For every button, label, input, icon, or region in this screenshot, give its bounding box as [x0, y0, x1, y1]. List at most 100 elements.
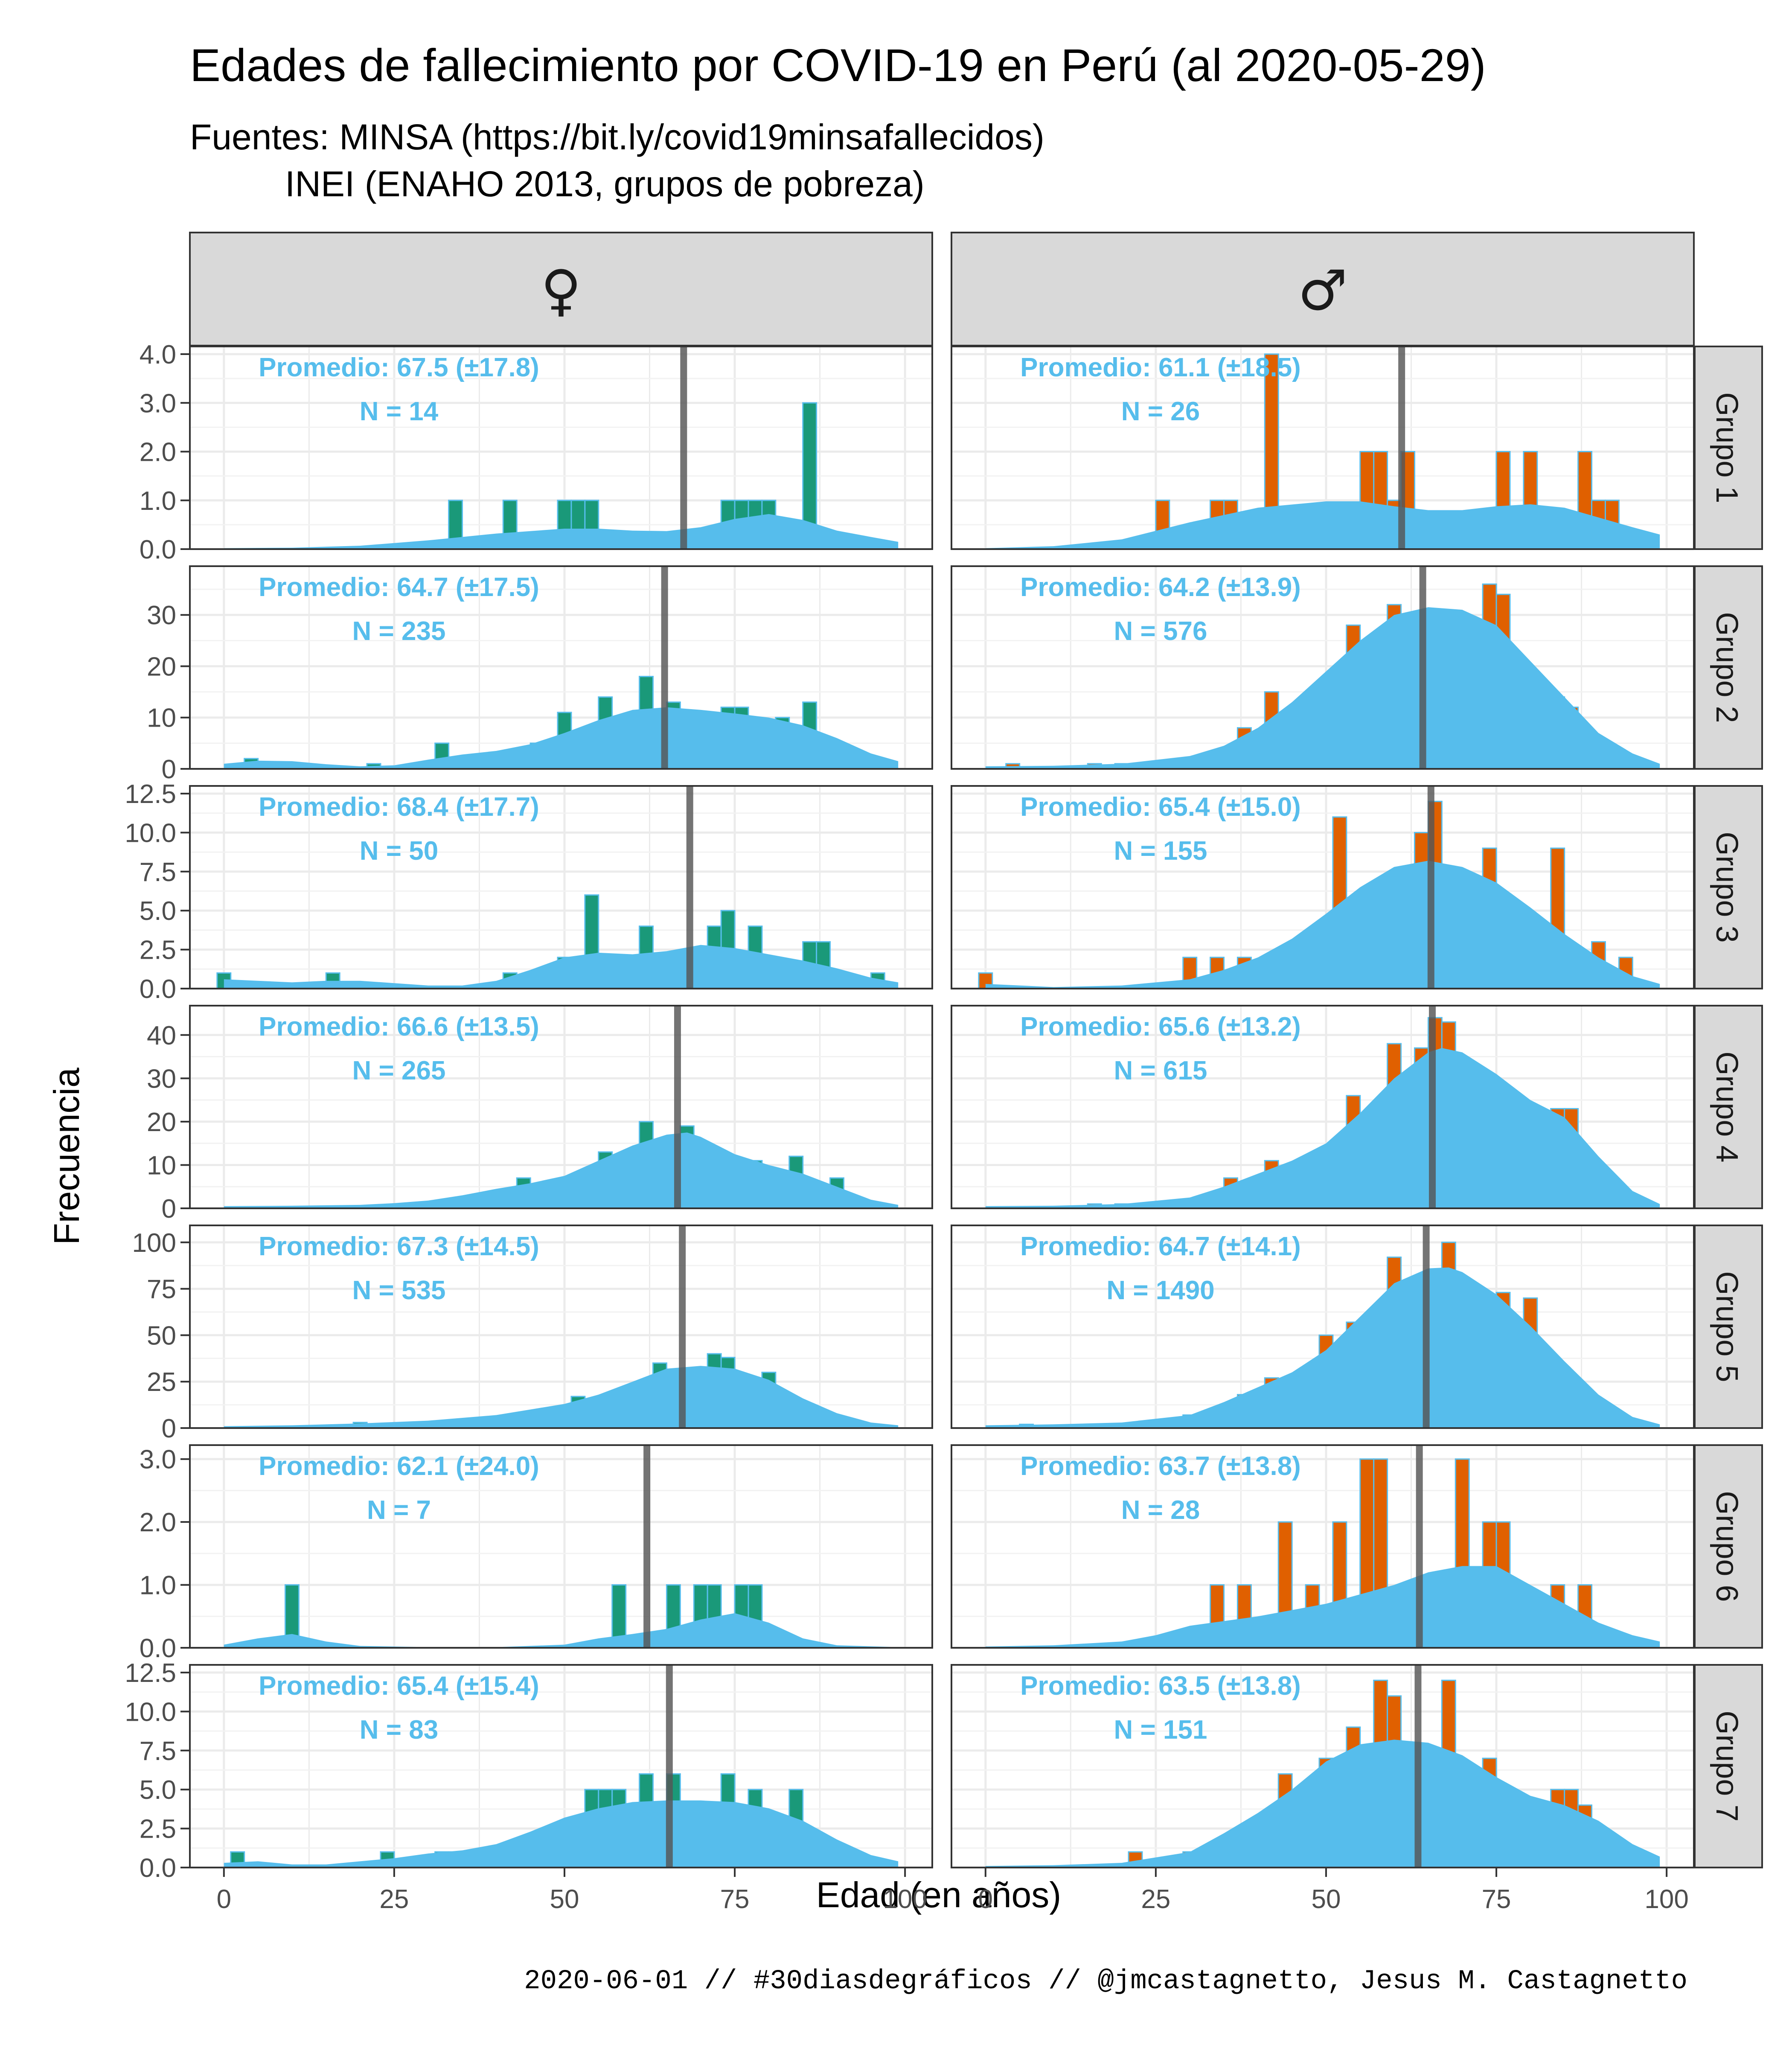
facet-row-label: Grupo 1: [1710, 392, 1744, 503]
mean-stat-label: Promedio: 65.6 (±13.2): [1020, 1012, 1301, 1041]
panel-border: [189, 785, 933, 989]
facet-column-label: ♂: [1298, 258, 1348, 323]
facet-row-strip: [1694, 785, 1763, 989]
density-area: [985, 1740, 1660, 1868]
mean-stat-label: Promedio: 64.2 (±13.9): [1020, 573, 1301, 602]
facet-panel: Promedio: 63.7 (±13.8) N = 28: [951, 1444, 1695, 1649]
mean-stat-label: Promedio: 68.4 (±17.7): [259, 792, 539, 822]
count-label: N = 235: [352, 617, 446, 646]
chart-title: Edades de fallecimiento por COVID-19 en …: [190, 39, 1486, 91]
panel-border: [189, 1005, 933, 1209]
count-label: N = 265: [352, 1056, 446, 1085]
y-tick-label: 50: [147, 1321, 176, 1350]
count-label: N = 14: [360, 397, 439, 426]
y-tick-label: 100: [132, 1228, 176, 1258]
facet-panel: Promedio: 65.4 (±15.4) N = 83 0.0 2.5 5.0 7.5…: [125, 1658, 933, 1883]
panel-border: [189, 1664, 933, 1868]
x-tick-label: 75: [1482, 1885, 1511, 1914]
panel-border: [951, 565, 1695, 770]
chart-subtitle-line-1: Fuentes: MINSA (https://bit.ly/covid19mi…: [190, 117, 1044, 157]
facet-panel: Promedio: 64.2 (±13.9) N = 576: [951, 565, 1695, 770]
count-label: N = 26: [1121, 397, 1200, 426]
panel-border: [951, 1664, 1695, 1868]
y-axis-title: Frecuencia: [47, 1068, 87, 1245]
facet-panel: Promedio: 65.6 (±13.2) N = 615: [951, 1005, 1695, 1210]
y-tick-label: 30: [147, 601, 176, 630]
mean-stat-label: Promedio: 64.7 (±17.5): [259, 573, 539, 602]
facet-panel: Promedio: 62.1 (±24.0) N = 7 0.0 1.0 2.0 3.0: [140, 1444, 933, 1663]
y-tick-label: 12.5: [125, 1658, 176, 1688]
y-tick-label: 20: [147, 652, 176, 681]
x-tick-label: 100: [883, 1885, 927, 1914]
panel-background: [190, 1225, 932, 1428]
facet-panel: Promedio: 64.7 (±14.1) N = 1490: [951, 1225, 1695, 1429]
facet-panel: Promedio: 68.4 (±17.7) N = 50 0.0 2.5 5.0 7.5…: [125, 780, 933, 1004]
panel-border: [189, 346, 933, 550]
panel-border: [189, 1225, 933, 1429]
panel-border: [951, 785, 1695, 989]
x-tick-label: 50: [1311, 1885, 1341, 1914]
density-area: [224, 1613, 899, 1648]
y-tick-label: 3.0: [140, 1445, 176, 1475]
facet-row-strip: [1694, 565, 1763, 770]
count-label: N = 83: [360, 1715, 438, 1745]
facet-panel: Promedio: 65.4 (±15.0) N = 155: [951, 785, 1695, 990]
facet-panel: Promedio: 63.5 (±13.8) N = 151: [951, 1664, 1695, 1869]
count-label: N = 151: [1114, 1715, 1207, 1745]
mean-stat-label: Promedio: 61.1 (±18.5): [1020, 353, 1301, 382]
facet-column-strip: [951, 232, 1695, 346]
y-tick-label: 75: [147, 1275, 176, 1304]
panel-border: [951, 1225, 1695, 1429]
facet-row-strip: [1694, 1225, 1763, 1429]
facet-panel: Promedio: 67.3 (±14.5) N = 535 0 25 50 75 100: [132, 1225, 933, 1443]
y-tick-label: 1.0: [140, 486, 176, 516]
facet-row-label: Grupo 4: [1710, 1051, 1744, 1162]
x-tick-label: 50: [550, 1885, 579, 1914]
density-area: [224, 514, 899, 549]
chart-subtitle-line-2: INEI (ENAHO 2013, grupos de pobreza): [285, 164, 925, 204]
y-tick-label: 10: [147, 1151, 176, 1180]
y-tick-label: 4.0: [140, 340, 176, 369]
x-tick-label: 25: [1141, 1885, 1170, 1914]
density-area: [224, 1366, 899, 1428]
panel-background: [190, 1006, 932, 1208]
y-tick-label: 0: [162, 1414, 176, 1443]
density-area: [224, 945, 899, 989]
facet-panel: Promedio: 64.7 (±17.5) N = 235 0 10 20 30: [147, 565, 933, 784]
count-label: N = 50: [360, 836, 438, 866]
y-tick-label: 0: [162, 1194, 176, 1224]
density-area: [985, 607, 1660, 769]
y-tick-label: 30: [147, 1064, 176, 1094]
count-label: N = 1490: [1106, 1276, 1214, 1305]
mean-stat-label: Promedio: 64.7 (±14.1): [1020, 1232, 1301, 1261]
x-tick-label: 0: [217, 1885, 231, 1914]
facet-row-label: Grupo 7: [1710, 1711, 1744, 1821]
facet-column-label: ♀: [541, 258, 581, 323]
x-tick-label: 25: [379, 1885, 409, 1914]
y-tick-label: 2.0: [140, 1508, 176, 1537]
x-axis-title: Edad (en años): [816, 1875, 1061, 1915]
density-area: [224, 707, 899, 769]
density-area: [985, 501, 1660, 549]
y-tick-label: 12.5: [125, 780, 176, 809]
panel-border: [951, 1444, 1695, 1649]
density-area: [224, 1132, 899, 1208]
panel-background: [190, 1445, 932, 1648]
panel-border: [951, 346, 1695, 550]
mean-stat-label: Promedio: 67.3 (±14.5): [259, 1232, 539, 1261]
y-tick-label: 10.0: [125, 1697, 176, 1727]
facet-row-label: Grupo 2: [1710, 612, 1744, 723]
y-tick-label: 5.0: [140, 896, 176, 926]
y-tick-label: 40: [147, 1021, 176, 1050]
count-label: N = 535: [352, 1276, 446, 1305]
y-tick-label: 10: [147, 704, 176, 733]
y-tick-label: 5.0: [140, 1775, 176, 1805]
facet-panel: Promedio: 67.5 (±17.8) N = 14 0.0 1.0 2.0 3.0…: [140, 340, 933, 564]
facet-row-strip: [1694, 346, 1763, 550]
y-tick-label: 1.0: [140, 1571, 176, 1600]
y-tick-label: 20: [147, 1108, 176, 1137]
density-area: [224, 1800, 899, 1868]
y-tick-label: 2.5: [140, 1815, 176, 1844]
density-area: [985, 1048, 1660, 1208]
y-tick-label: 2.5: [140, 936, 176, 965]
